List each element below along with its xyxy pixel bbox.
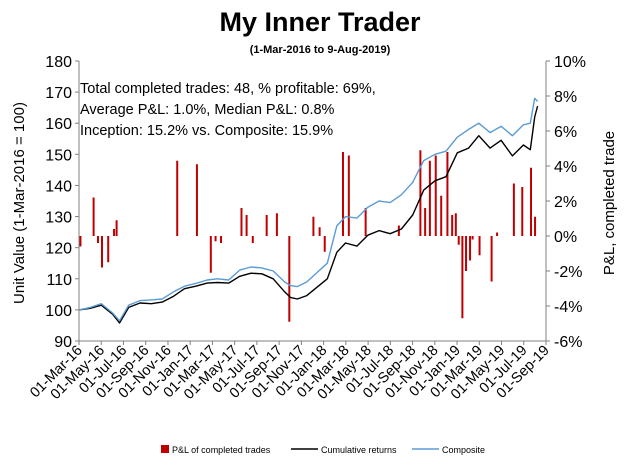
pnl-bar [471, 236, 474, 240]
y-axis-right-label: P&L, completed trade [601, 131, 618, 275]
pnl-bar [530, 167, 533, 236]
pnl-bar [323, 236, 326, 252]
pnl-bar [288, 236, 291, 322]
pnl-bar [428, 160, 431, 236]
annotation-line: Average P&L: 1.0%, Median P&L: 0.8% [80, 102, 335, 118]
annotation-block: Total completed trades: 48, % profitable… [80, 81, 376, 139]
y-right-tick-label: 10% [554, 54, 586, 71]
pnl-bars [79, 150, 537, 322]
pnl-bar [79, 236, 82, 247]
pnl-bar [101, 236, 104, 268]
annotation-line: Total completed trades: 48, % profitable… [80, 81, 376, 97]
y-left-tick-label: 110 [46, 272, 72, 289]
pnl-bar [115, 220, 118, 236]
y-right-tick-label: 2% [554, 194, 577, 211]
pnl-bar [521, 187, 524, 236]
legend-label-cumulative: Cumulative returns [321, 445, 397, 455]
cumulative-returns-line [78, 105, 539, 324]
pnl-bar [195, 164, 198, 236]
legend-label-pnl: P&L of completed trades [172, 445, 271, 455]
pnl-bar [451, 215, 454, 236]
pnl-bar [312, 216, 315, 236]
pnl-bar [469, 236, 472, 261]
pnl-bar [496, 232, 499, 236]
pnl-bar [92, 197, 95, 236]
pnl-bar [446, 152, 449, 236]
y-right-tick-label: 0% [554, 229, 577, 246]
pnl-bar [478, 236, 481, 256]
y-right-tick-label: 6% [554, 124, 577, 141]
composite-line [78, 97, 539, 322]
pnl-bar [176, 160, 179, 236]
y-right-tick-label: -4% [554, 299, 582, 316]
pnl-bar [434, 155, 437, 236]
pnl-bar [220, 236, 223, 243]
y-left-tick-label: 180 [45, 54, 72, 71]
legend-swatch-pnl [161, 445, 169, 453]
y-left-tick-label: 90 [54, 334, 72, 351]
pnl-bar [318, 227, 321, 236]
y-axis-left-label: Unit Value (1-Mar-2016 = 100) [11, 102, 28, 304]
series-lines [78, 97, 539, 324]
pnl-bar [275, 213, 278, 236]
y-left-tick-label: 150 [45, 147, 72, 164]
pnl-bar [245, 215, 248, 236]
legend: P&L of completed trades Cumulative return… [161, 445, 485, 455]
pnl-bar [364, 208, 367, 236]
pnl-bar [107, 236, 110, 263]
chart-title: My Inner Trader [219, 7, 421, 37]
pnl-bar [457, 236, 460, 245]
pnl-bar [341, 152, 344, 236]
legend-label-composite: Composite [442, 445, 485, 455]
y-left-tick-label: 130 [45, 210, 72, 227]
pnl-bar [113, 229, 116, 236]
y-right-tick-label: 8% [554, 89, 577, 106]
pnl-bar [461, 236, 464, 319]
pnl-bar [214, 236, 217, 242]
pnl-bar [347, 155, 350, 236]
y-right-tick-label: 4% [554, 159, 577, 176]
pnl-bar [424, 208, 427, 236]
pnl-bar [251, 236, 254, 243]
y-right-tick-label: -2% [554, 264, 582, 281]
y-left-tick-label: 140 [45, 178, 72, 195]
y-left-tick-label: 120 [45, 241, 72, 258]
pnl-bar [96, 236, 99, 243]
pnl-bar [454, 213, 457, 236]
pnl-bar [534, 216, 537, 236]
y-left-tick-label: 100 [45, 303, 72, 320]
y-left-tick-label: 170 [45, 85, 72, 102]
pnl-bar [490, 236, 493, 282]
pnl-bar [512, 183, 515, 236]
pnl-bar [465, 236, 468, 271]
pnl-bar [419, 150, 422, 236]
pnl-bar [209, 236, 212, 273]
annotation-line: Inception: 15.2% vs. Composite: 15.9% [80, 123, 333, 139]
pnl-bar [240, 208, 243, 236]
y-left-tick-label: 160 [45, 116, 72, 133]
pnl-bar [265, 215, 268, 236]
chart-subtitle: (1-Mar-2016 to 9-Aug-2019) [250, 44, 391, 56]
y-right-tick-label: -6% [554, 334, 582, 351]
pnl-bar [440, 195, 443, 236]
